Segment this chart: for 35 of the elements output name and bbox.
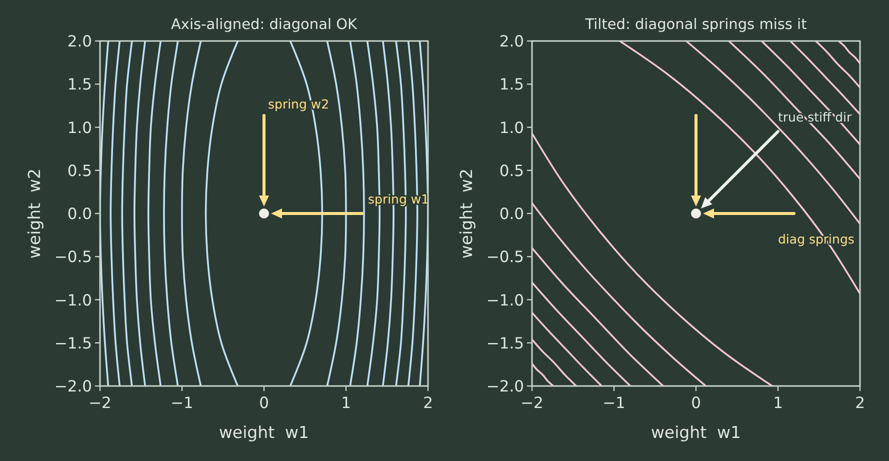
chart-title: Tilted: diagonal springs miss it bbox=[584, 17, 808, 33]
y-tick-label: 0.5 bbox=[499, 162, 524, 180]
y-tick-label: −2.0 bbox=[486, 378, 524, 396]
x-tick-label: 1 bbox=[341, 394, 351, 412]
y-tick-label: 0.0 bbox=[67, 205, 92, 223]
x-tick-label: 0 bbox=[259, 394, 269, 412]
x-tick-label: 2 bbox=[855, 394, 865, 412]
x-axis-title: weight w1 bbox=[650, 423, 742, 442]
x-tick-label: −2 bbox=[88, 394, 112, 412]
y-tick-label: −1.0 bbox=[54, 291, 92, 310]
chart-title: Axis-aligned: diagonal OK bbox=[170, 17, 358, 33]
y-tick-label: −2.0 bbox=[54, 378, 92, 396]
y-tick-label: −1.0 bbox=[486, 291, 524, 310]
y-tick-label: −0.5 bbox=[486, 248, 524, 266]
x-tick-label: 0 bbox=[691, 394, 701, 412]
y-tick-label: 2.0 bbox=[499, 32, 524, 50]
x-tick-label: 1 bbox=[773, 394, 783, 412]
y-tick-label: 0.5 bbox=[67, 162, 92, 180]
y-axis-title: weight w2 bbox=[457, 168, 476, 259]
x-tick-label: −1 bbox=[602, 394, 626, 412]
x-tick-label: 2 bbox=[423, 394, 433, 412]
y-tick-label: −1.5 bbox=[486, 334, 524, 352]
x-tick-label: −2 bbox=[520, 394, 544, 412]
y-tick-label: −1.5 bbox=[54, 334, 92, 352]
x-axis-title: weight w1 bbox=[218, 423, 310, 442]
y-tick-label: 1.5 bbox=[499, 76, 524, 94]
x-tick-label: −1 bbox=[170, 394, 194, 412]
y-axis-title: weight w2 bbox=[25, 168, 44, 259]
y-tick-label: 1.5 bbox=[67, 76, 92, 94]
y-tick-label: 1.0 bbox=[67, 118, 92, 137]
y-tick-label: 0.0 bbox=[499, 205, 524, 223]
annotation: true stiff dir bbox=[778, 110, 853, 124]
y-tick-label: 1.0 bbox=[499, 118, 524, 137]
y-tick-label: −0.5 bbox=[54, 248, 92, 266]
y-tick-label: 2.0 bbox=[67, 32, 92, 50]
